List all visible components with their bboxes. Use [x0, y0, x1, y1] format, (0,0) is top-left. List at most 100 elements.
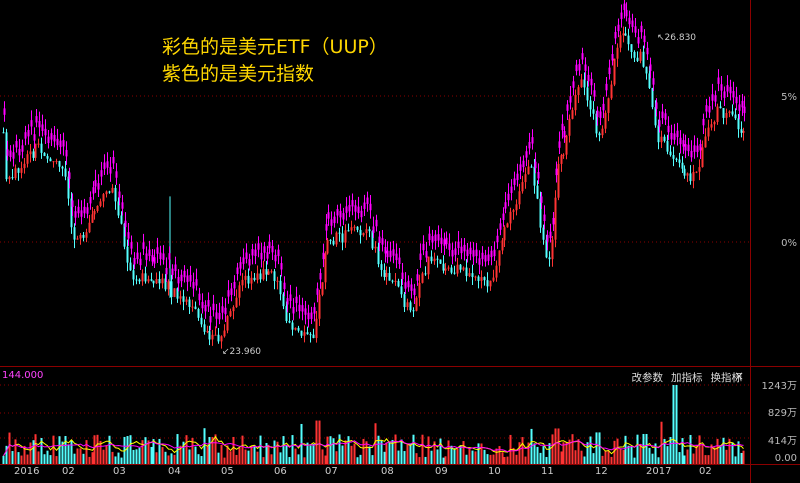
candle-body [442, 263, 445, 271]
candle-body [692, 172, 695, 182]
index-body [100, 170, 103, 177]
volume-bar [185, 435, 188, 464]
index-body [658, 120, 661, 127]
candle-body [259, 273, 262, 280]
index-body [183, 270, 186, 278]
index-body [384, 247, 387, 254]
candle-body [285, 306, 288, 322]
volume-bar [197, 454, 200, 464]
volume-bar [350, 445, 353, 464]
volume-bar [610, 456, 613, 464]
index-body [118, 191, 121, 198]
candle-body [46, 155, 49, 159]
index-body [378, 236, 381, 244]
volume-bar [208, 437, 211, 464]
index-body [30, 120, 33, 127]
volume-bar [554, 428, 557, 464]
candle-body [450, 267, 453, 273]
candle-body [554, 197, 557, 240]
candle-body [356, 226, 359, 230]
candle-body [489, 280, 492, 287]
index-body [643, 35, 646, 43]
volume-bar [380, 440, 383, 464]
volume-bar [235, 454, 238, 464]
index-body [522, 160, 525, 168]
candle-body [288, 321, 291, 323]
candle-body [43, 152, 46, 156]
volume-bar [406, 444, 409, 464]
volume-bar [577, 439, 580, 464]
volume-bar [338, 434, 341, 464]
index-body [68, 172, 71, 179]
index-body [372, 226, 375, 233]
volume-bar [288, 457, 291, 464]
index-body [617, 24, 620, 32]
candle-body [256, 273, 259, 280]
volume-bar [297, 454, 300, 464]
index-body [413, 288, 416, 295]
index-body [245, 252, 248, 259]
candle-body [294, 327, 297, 330]
candle-body [418, 282, 421, 298]
volume-bar [144, 437, 147, 464]
candle-body [282, 294, 285, 307]
candle-body [321, 282, 324, 295]
index-body [180, 274, 183, 282]
close-icon[interactable]: × [734, 369, 745, 383]
index-body [440, 237, 443, 245]
index-body [504, 202, 507, 209]
modify-params-button[interactable]: 改参数 [631, 372, 664, 384]
candle-body [468, 273, 471, 277]
volume-bar [427, 436, 430, 464]
volume-bar [619, 448, 622, 464]
candle-body [568, 118, 571, 136]
candle-body [126, 246, 129, 263]
switch-indicator-button[interactable]: 换指标 [710, 372, 743, 384]
volume-bar [562, 442, 565, 464]
candle-body [506, 223, 509, 228]
candle-body [669, 151, 672, 156]
index-body [53, 134, 56, 142]
index-body [569, 96, 572, 103]
candle-body [40, 143, 43, 153]
candle-body [338, 232, 341, 234]
index-body [578, 64, 581, 71]
index-body [699, 144, 702, 151]
index-body [351, 200, 354, 207]
candle-body [412, 310, 415, 312]
index-body [242, 257, 245, 264]
candle-body [167, 281, 170, 290]
volume-bar [459, 445, 462, 464]
volume-bar [8, 432, 11, 464]
volume-bar [270, 454, 273, 464]
volume-bar [341, 445, 344, 464]
candle-body [279, 280, 282, 295]
index-body [410, 284, 413, 291]
index-body [12, 152, 15, 159]
index-body [738, 104, 741, 111]
index-body [257, 243, 260, 250]
candle-body [111, 187, 114, 193]
index-body [593, 90, 596, 97]
candle-body [223, 330, 226, 337]
volume-bar [568, 439, 571, 464]
index-body [398, 257, 401, 264]
index-body [561, 123, 564, 131]
index-body [496, 235, 499, 243]
index-body [239, 262, 242, 269]
candle-body [58, 161, 61, 167]
candle-body [737, 118, 740, 130]
candle-body [265, 269, 268, 275]
volume-bar [503, 456, 506, 464]
volume-bar [592, 453, 595, 464]
add-indicator-button[interactable]: 加指标 [671, 372, 703, 384]
candle-body [456, 264, 459, 274]
index-body [80, 210, 83, 217]
volume-bar [347, 436, 350, 464]
candle-body [447, 267, 450, 269]
candle-body [250, 277, 253, 284]
index-body [130, 242, 133, 249]
volume-bar [265, 442, 268, 464]
volume-bar [253, 444, 256, 464]
candle-body [459, 264, 462, 270]
